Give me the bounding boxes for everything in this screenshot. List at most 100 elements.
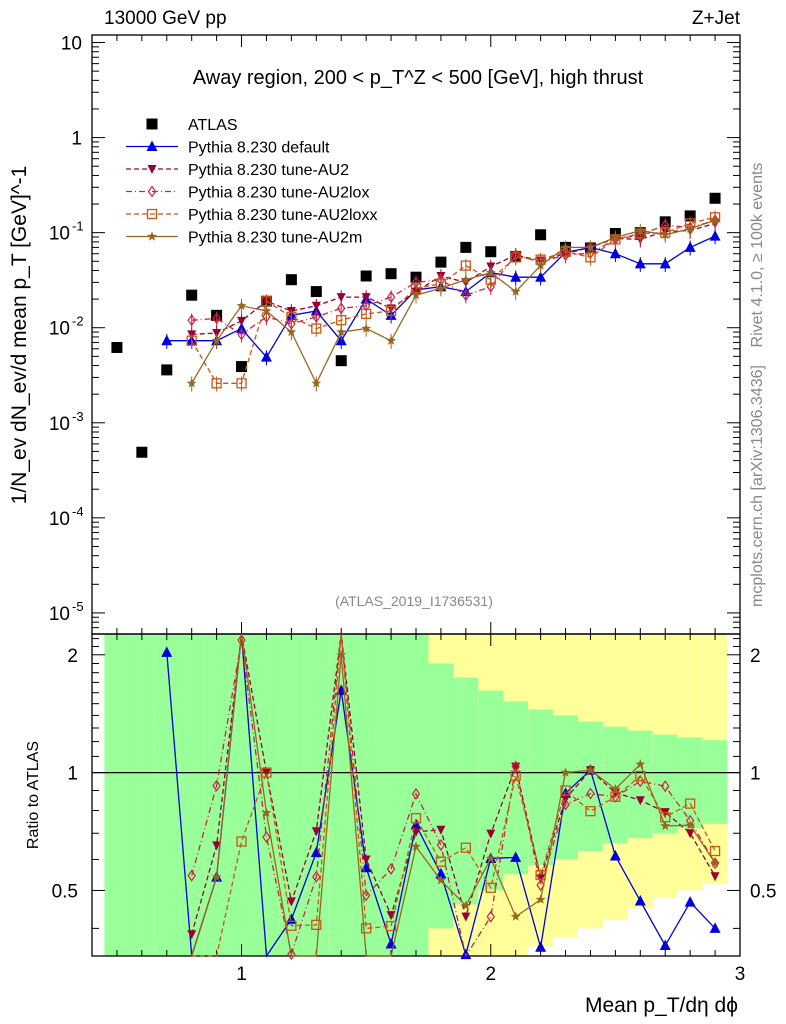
ratio-point xyxy=(460,900,471,910)
data-point xyxy=(136,446,148,458)
y-tick-exponent: -5 xyxy=(72,599,84,614)
data-point xyxy=(486,280,496,293)
ratio-point xyxy=(236,836,247,847)
ratio-point xyxy=(361,855,371,865)
data-point xyxy=(684,210,696,222)
y-tick-label: 10 xyxy=(49,414,70,435)
ratio-point xyxy=(161,646,173,657)
ratio-band-green xyxy=(353,634,379,956)
ratio-point xyxy=(237,634,246,647)
ratio-point xyxy=(510,851,522,862)
legend-label: Pythia 8.230 tune-AU2loxx xyxy=(188,207,377,224)
ratio-point xyxy=(485,853,496,863)
legend-item: Pythia 8.230 tune-AU2loxx xyxy=(126,207,377,224)
ratio-band-green xyxy=(677,737,703,829)
legend-marker xyxy=(147,185,157,198)
data-point xyxy=(485,267,496,277)
data-point xyxy=(386,291,396,304)
ratio-series-pythia-8-230-tune-au2lox xyxy=(187,633,720,961)
ratio-band-green xyxy=(104,634,130,956)
ratio-point xyxy=(510,911,521,921)
series-line xyxy=(191,222,716,336)
data-point xyxy=(535,271,547,282)
data-point xyxy=(634,257,646,269)
ratio-band-green xyxy=(328,634,354,956)
ratio-point xyxy=(685,798,696,809)
data-point xyxy=(435,256,447,268)
legend-marker xyxy=(146,208,158,220)
data-point xyxy=(161,364,173,376)
data-point xyxy=(385,268,397,280)
data-point xyxy=(311,301,321,311)
legend-label: Pythia 8.230 tune-AU2m xyxy=(188,230,362,247)
data-point xyxy=(236,361,248,373)
data-point xyxy=(236,378,247,389)
ratio-point xyxy=(212,841,222,851)
ratio-tick-label: 1 xyxy=(67,764,78,785)
y-tick-label: 10 xyxy=(61,34,82,55)
ratio-line xyxy=(191,633,716,958)
data-point xyxy=(335,355,347,367)
ratio-point xyxy=(311,827,321,837)
data-point xyxy=(709,230,721,241)
data-point xyxy=(286,311,297,323)
ratio-point xyxy=(610,791,621,802)
chart-title: Away region, 200 < p_T^Z < 500 [GeV], hi… xyxy=(193,67,644,89)
legend-marker xyxy=(147,165,157,174)
ratio-point xyxy=(262,831,271,844)
ratio-point xyxy=(461,912,471,922)
y-tick-exponent: -1 xyxy=(72,219,84,234)
data-point xyxy=(211,335,222,345)
data-point xyxy=(285,274,297,286)
data-point xyxy=(360,270,372,282)
y-tick-label: 10 xyxy=(49,224,70,245)
energy-label: 13000 GeV pp xyxy=(104,8,227,29)
legend-marker xyxy=(147,231,157,241)
data-point xyxy=(659,257,671,269)
series-line xyxy=(191,219,716,385)
ratio-band-green xyxy=(229,634,254,956)
data-point xyxy=(286,326,297,337)
ratio-band-green xyxy=(453,677,479,905)
data-point xyxy=(310,286,322,298)
x-tick-label: 2 xyxy=(485,964,496,985)
ratio-point xyxy=(486,829,496,839)
ratio-band-green xyxy=(428,663,454,929)
ratio-line xyxy=(191,633,716,957)
data-point xyxy=(460,241,472,253)
ratio-point xyxy=(287,948,296,961)
ratio-point xyxy=(386,911,396,921)
ratio-point xyxy=(486,910,496,923)
watermark-label: (ATLAS_2019_I1736531) xyxy=(335,593,493,609)
ratio-point xyxy=(684,896,696,907)
legend-item: ATLAS xyxy=(146,117,238,134)
y-tick-label: 10 xyxy=(49,509,70,530)
data-point xyxy=(211,378,222,389)
ratio-point xyxy=(536,879,545,892)
ratio-point xyxy=(510,770,521,781)
ratio-point xyxy=(561,798,570,811)
data-point xyxy=(336,302,346,315)
data-point xyxy=(336,293,346,303)
ratio-point xyxy=(261,807,272,817)
data-point xyxy=(336,326,347,337)
ratio-point xyxy=(187,869,196,882)
legend-item: Pythia 8.230 tune-AU2 xyxy=(126,162,349,179)
ratio-band-green xyxy=(378,634,404,956)
ratio-point xyxy=(286,920,297,931)
data-point xyxy=(212,328,222,338)
x-axis-label: Mean p_T/dη dϕ xyxy=(585,994,738,1017)
ratio-band-green xyxy=(129,634,155,956)
data-point xyxy=(560,242,571,252)
legend-label: Pythia 8.230 tune-AU2lox xyxy=(188,185,369,202)
ratio-point xyxy=(312,870,321,883)
ratio-point xyxy=(286,897,296,907)
rivet-label: Rivet 4.1.0, ≥ 100k events xyxy=(749,163,766,348)
ratio-point xyxy=(635,759,646,769)
data-point xyxy=(411,290,421,300)
ratio-point xyxy=(659,939,671,951)
ratio-point xyxy=(410,818,422,830)
ratio-point xyxy=(685,820,696,830)
data-point xyxy=(436,283,446,293)
